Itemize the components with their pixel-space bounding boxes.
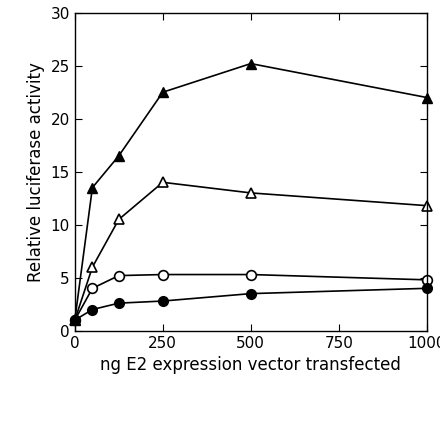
HPV-16 E2 open circle: [116, 273, 121, 278]
HPV-6b E2 open triangle: [72, 318, 77, 323]
HPV-6b E2 filled circle: [72, 318, 77, 323]
HPV-16 E2 open circle: [72, 318, 77, 323]
HPV-6b E2 open triangle: [116, 217, 121, 222]
HPV-16 E2 open circle: [160, 272, 165, 277]
HPV-6b E2 filled circle: [160, 298, 165, 304]
HPV-16 E2 filled triangle: [424, 95, 429, 100]
HPV-16 E2 open circle: [424, 277, 429, 282]
HPV-16 E2 filled triangle: [248, 61, 253, 66]
HPV-6b E2 open triangle: [90, 265, 95, 270]
Y-axis label: Relative luciferase activity: Relative luciferase activity: [27, 62, 45, 282]
HPV-6b E2 open triangle: [424, 203, 429, 208]
HPV-16 E2 open circle: [90, 286, 95, 291]
HPV-16 E2 filled triangle: [160, 90, 165, 95]
HPV-6b E2 open triangle: [248, 190, 253, 195]
Line: HPV-16 E2 open circle: HPV-16 E2 open circle: [70, 270, 432, 325]
HPV-6b E2 open triangle: [160, 180, 165, 185]
X-axis label: ng E2 expression vector transfected: ng E2 expression vector transfected: [100, 356, 401, 374]
HPV-16 E2 filled triangle: [116, 153, 121, 159]
Line: HPV-6b E2 open triangle: HPV-6b E2 open triangle: [70, 178, 432, 325]
HPV-16 E2 open circle: [248, 272, 253, 277]
HPV-6b E2 filled circle: [90, 307, 95, 312]
HPV-6b E2 filled circle: [248, 291, 253, 296]
HPV-6b E2 filled circle: [116, 301, 121, 306]
HPV-16 E2 filled triangle: [72, 318, 77, 323]
Line: HPV-16 E2 filled triangle: HPV-16 E2 filled triangle: [70, 59, 432, 325]
HPV-6b E2 filled circle: [424, 286, 429, 291]
Line: HPV-6b E2 filled circle: HPV-6b E2 filled circle: [70, 284, 432, 325]
HPV-16 E2 filled triangle: [90, 185, 95, 190]
